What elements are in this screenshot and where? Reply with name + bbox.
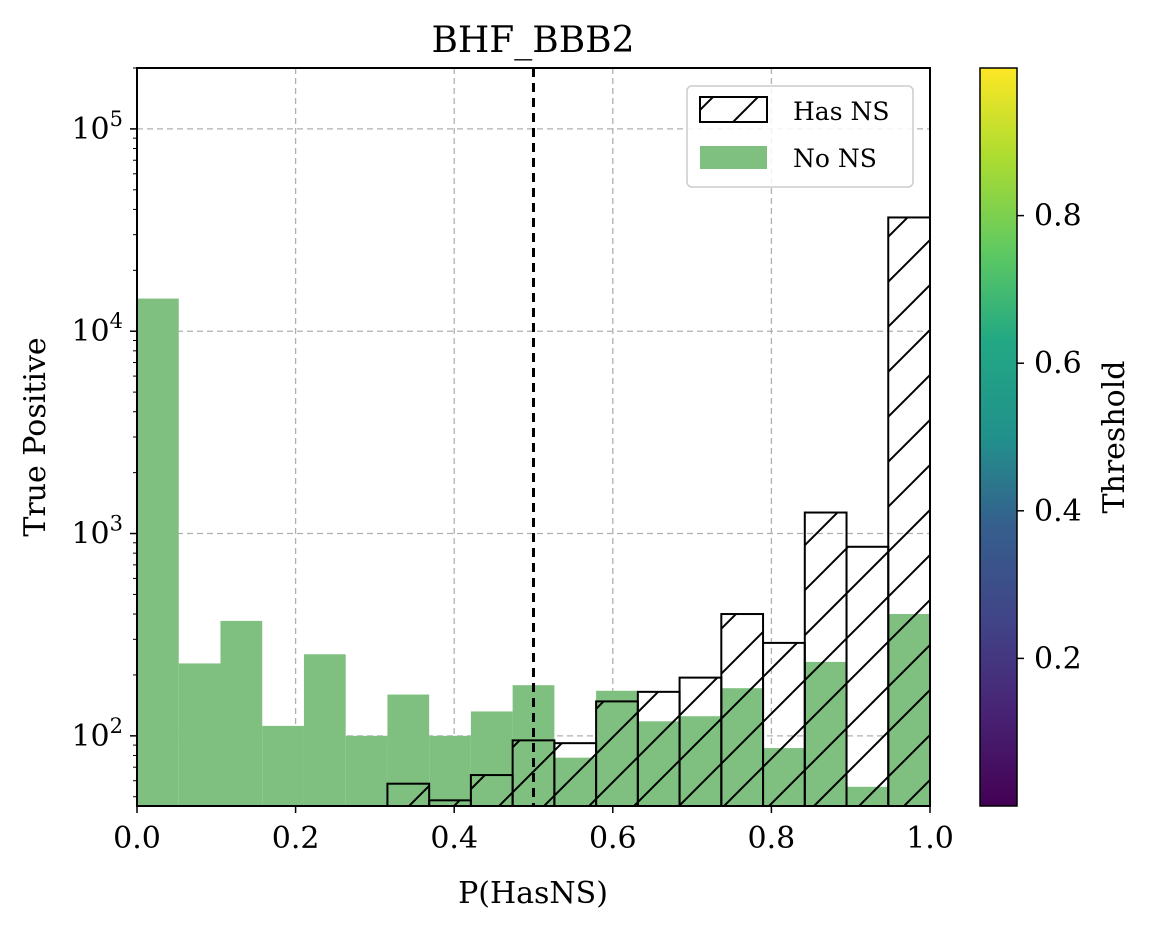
has-ns-bar — [803, 511, 848, 806]
colorbar-tick-label: 0.8 — [1034, 199, 1082, 234]
has-ns-bar — [595, 700, 639, 806]
colorbar: 0.2 0.4 0.6 0.8 Threshold — [979, 67, 1132, 807]
colorbar-gradient — [979, 67, 1018, 807]
x-tick-label: 0.0 — [113, 821, 161, 856]
colorbar-ticks: 0.2 0.4 0.6 0.8 — [1017, 199, 1082, 676]
x-tick-label: 0.2 — [272, 821, 320, 856]
legend: Has NS No NS — [686, 85, 914, 188]
has-ns-bar — [762, 641, 806, 806]
no-ns-bar — [262, 725, 304, 806]
y-tick-label: 103 — [71, 512, 123, 552]
y-tick-label: 105 — [71, 107, 123, 147]
no-ns-bar — [429, 735, 471, 806]
legend-swatch-no-ns — [700, 146, 767, 169]
has-ns-bar — [553, 742, 598, 806]
no-ns-bar — [220, 620, 263, 806]
has-ns-bar — [386, 782, 431, 806]
y-tick-label: 102 — [71, 714, 123, 754]
x-tick-label: 0.4 — [430, 821, 478, 856]
histogram-bars — [137, 216, 930, 806]
no-ns-bar — [303, 654, 346, 806]
legend-swatch-has-ns — [699, 96, 768, 123]
x-axis-label: P(HasNS) — [458, 876, 608, 911]
colorbar-tick-label: 0.6 — [1034, 346, 1082, 381]
legend-label-no-ns: No NS — [793, 144, 877, 173]
colorbar-tick-label: 0.2 — [1034, 641, 1082, 676]
has-ns-bar — [469, 774, 514, 806]
colorbar-label: Threshold — [1097, 360, 1132, 513]
x-tick-label: 0.6 — [589, 821, 637, 856]
has-ns-bar — [678, 676, 723, 806]
has-ns-bar — [636, 690, 681, 806]
has-ns-bar — [887, 216, 930, 806]
has-ns-bar — [845, 545, 890, 806]
y-tick-label: 104 — [71, 309, 123, 349]
x-tick-label: 1.0 — [906, 821, 954, 856]
has-ns-bar — [720, 613, 765, 806]
x-tick-label: 0.8 — [748, 821, 796, 856]
y-axis-label: True Positive — [18, 337, 53, 536]
x-axis-ticks: 0.0 0.2 0.4 0.6 0.8 1.0 — [113, 806, 954, 856]
colorbar-tick-label: 0.4 — [1034, 494, 1082, 529]
chart-title: BHF_BBB2 — [431, 20, 634, 61]
no-ns-bar — [178, 663, 221, 806]
y-axis-ticks: 102 103 104 105 — [71, 67, 137, 798]
no-ns-bar — [137, 298, 179, 806]
legend-label-has-ns: Has NS — [793, 97, 889, 126]
no-ns-bar — [345, 735, 388, 806]
